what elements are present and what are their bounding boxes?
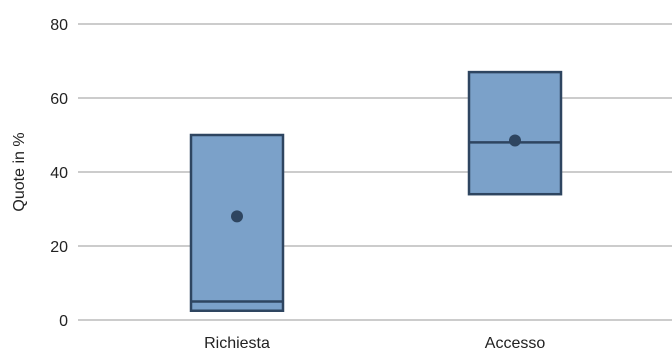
x-tick-label-accesso: Accesso <box>485 335 546 352</box>
y-tick-label-20: 20 <box>50 239 68 256</box>
mean-marker <box>509 134 521 147</box>
gridlines <box>78 23 672 321</box>
mean-marker <box>231 210 243 223</box>
y-axis-label: Quote in % <box>11 132 28 211</box>
y-tick-label-80: 80 <box>50 17 68 34</box>
box-accesso <box>467 70 563 196</box>
y-tick-label-60: 60 <box>50 91 68 108</box>
x-axis-ticks: Richiesta Accesso <box>204 335 545 352</box>
y-tick-label-0: 0 <box>59 313 68 330</box>
x-tick-label-richiesta: Richiesta <box>204 335 270 352</box>
box-rect <box>467 70 563 196</box>
y-axis-ticks: 0 20 40 60 80 <box>50 17 68 330</box>
boxes <box>189 70 563 312</box>
box-rect <box>189 133 285 312</box>
y-tick-label-40: 40 <box>50 165 68 182</box>
box-richiesta <box>189 133 285 312</box>
